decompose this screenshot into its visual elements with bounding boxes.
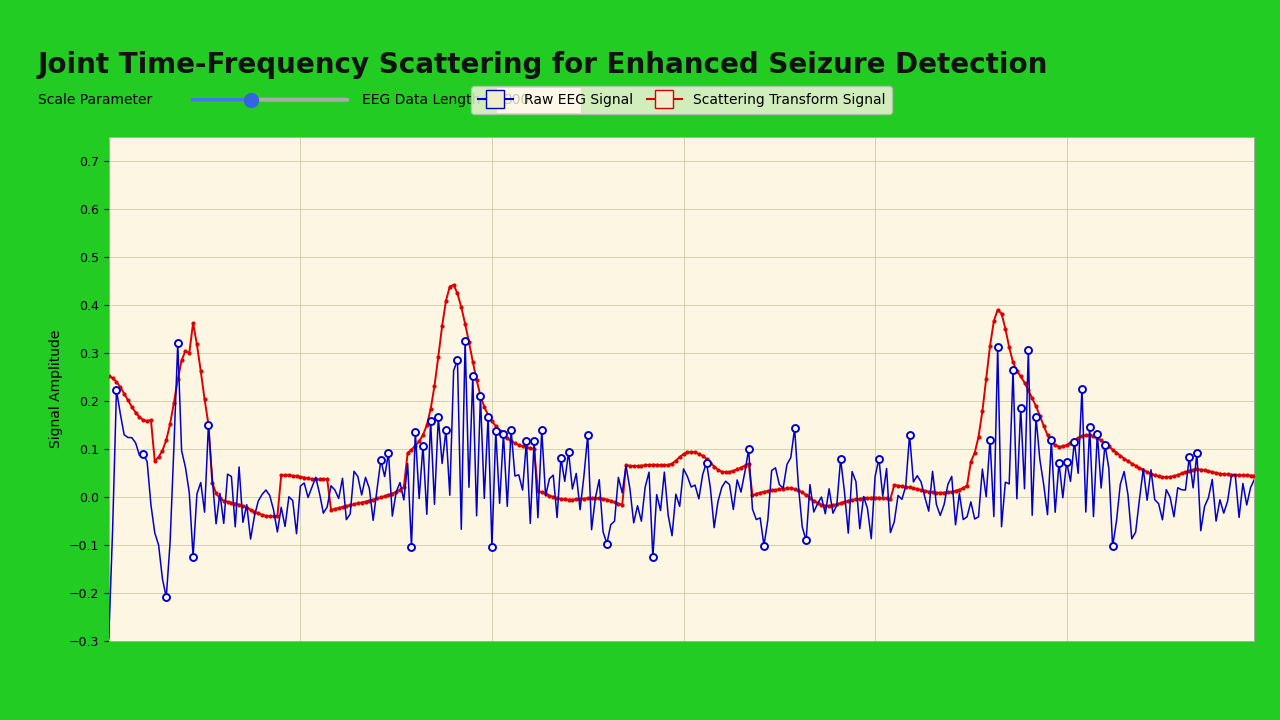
FancyBboxPatch shape bbox=[495, 86, 581, 113]
Legend: Raw EEG Signal, Scattering Transform Signal: Raw EEG Signal, Scattering Transform Sig… bbox=[471, 86, 892, 114]
Y-axis label: Signal Amplitude: Signal Amplitude bbox=[49, 330, 63, 448]
Text: EEG Data Length: EEG Data Length bbox=[362, 93, 481, 107]
Text: Joint Time-Frequency Scattering for Enhanced Seizure Detection: Joint Time-Frequency Scattering for Enha… bbox=[38, 51, 1048, 79]
Text: Scale Parameter: Scale Parameter bbox=[38, 93, 152, 107]
Text: 300: 300 bbox=[504, 93, 530, 107]
